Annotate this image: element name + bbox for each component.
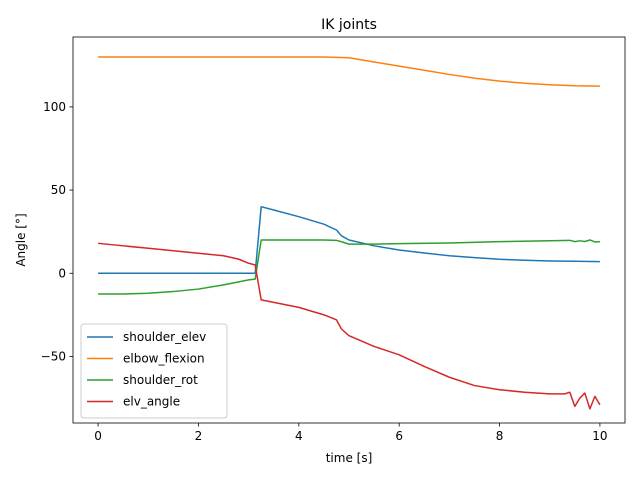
y-tick-label: 50: [51, 183, 66, 197]
x-tick-label: 10: [592, 429, 607, 443]
x-tick-label: 8: [496, 429, 504, 443]
series-line-shoulder_elev: [98, 205, 600, 275]
plot-area: 0 2 4 6 8 10 −50 0 50 100 shoulder_elev elbow_flexi…: [41, 36, 626, 443]
legend-box: [80, 323, 228, 419]
y-tick-label: 0: [58, 266, 66, 280]
x-tick-label: 2: [195, 429, 203, 443]
series-line-shoulder_rot: [98, 239, 600, 295]
x-axis-label: time [s]: [326, 451, 373, 465]
axes-frame: [72, 36, 626, 424]
legend-label-elbow_flexion: elbow_flexion: [123, 352, 205, 366]
x-tick-label: 4: [295, 429, 303, 443]
series-line-elbow_flexion: [98, 56, 600, 87]
y-tick-label: 100: [43, 100, 66, 114]
chart-title: IK joints: [321, 17, 377, 33]
y-axis-label: Angle [°]: [14, 213, 28, 266]
x-tick-label: 0: [94, 429, 102, 443]
legend-label-shoulder_rot: shoulder_rot: [123, 373, 198, 387]
series-line-elv_angle: [98, 242, 601, 410]
x-tick-label: 6: [395, 429, 403, 443]
legend-label-elv_angle: elv_angle: [123, 395, 180, 409]
y-tick-label: −50: [41, 349, 66, 363]
legend-label-shoulder_elev: shoulder_elev: [123, 330, 206, 344]
